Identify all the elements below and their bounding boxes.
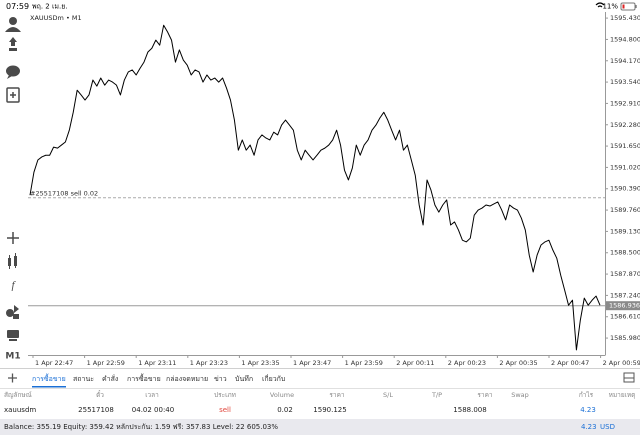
tab[interactable]: ข่าว	[214, 375, 227, 383]
x-tick-label: 1 Apr 23:47	[293, 359, 331, 367]
column-header: หมายเหตุ	[609, 391, 636, 399]
layout-icon[interactable]	[623, 372, 635, 383]
table-cell: 4.23	[580, 406, 596, 414]
indicators-icon[interactable]: f	[11, 280, 16, 292]
table-cell: 1588.008	[453, 406, 486, 414]
price-label-bg	[606, 301, 640, 311]
y-tick-label: 1593.540	[610, 78, 640, 86]
table-cell: xauusdm	[4, 406, 36, 414]
column-header: ราคา	[329, 391, 344, 399]
y-tick-label: 1595.430	[610, 14, 640, 22]
y-tick-label: 1594.800	[610, 35, 640, 43]
table-cell: 04.02 00:40	[132, 406, 174, 414]
tab[interactable]: คำสั่ง	[102, 374, 118, 383]
tab[interactable]: บันทึก	[235, 374, 253, 383]
timeframe-button[interactable]: M1	[5, 352, 20, 362]
column-header: Volume	[270, 391, 294, 399]
wifi-icon	[595, 2, 605, 8]
chart-type-icon[interactable]	[8, 253, 17, 269]
column-header: S/L	[383, 391, 393, 399]
y-tick-label: 1591.650	[610, 142, 640, 150]
x-tick-label: 2 Apr 00:23	[448, 359, 486, 367]
symbol-label: XAUUSDm • M1	[30, 14, 82, 22]
column-header: ราคา	[477, 391, 492, 399]
tab[interactable]: การซื้อขาย	[127, 372, 161, 383]
trade-icon[interactable]	[9, 37, 17, 51]
tab[interactable]: กล่องจดหมาย	[166, 375, 208, 383]
x-tick-label: 2 Apr 00:47	[551, 359, 589, 367]
x-tick-label: 1 Apr 23:23	[190, 359, 228, 367]
x-tick-label: 2 Apr 00:11	[396, 359, 434, 367]
y-tick-label: 1589.130	[610, 227, 640, 235]
table-cell: 1590.125	[313, 406, 346, 414]
chat-icon[interactable]	[6, 65, 20, 80]
y-tick-label: 1594.170	[610, 57, 640, 65]
separator	[0, 388, 640, 389]
y-tick-label: 1589.760	[610, 206, 640, 214]
templates-icon[interactable]	[7, 330, 19, 341]
column-header: T/P	[431, 391, 442, 399]
x-tick-label: 2 Apr 00:59	[603, 359, 640, 367]
x-tick-label: 1 Apr 23:59	[345, 359, 383, 367]
y-tick-label: 1592.280	[610, 121, 640, 129]
x-tick-label: 2 Apr 00:35	[499, 359, 537, 367]
y-tick-label: 1587.240	[610, 291, 640, 299]
battery-level: 11%	[602, 3, 618, 11]
left-toolbar: f	[5, 17, 21, 341]
accounts-icon[interactable]	[5, 17, 21, 32]
status-date: พฤ. 2 เม.ย.	[32, 3, 68, 11]
y-tick-label: 1586.610	[610, 313, 640, 321]
price-line-series	[29, 24, 601, 351]
new-chart-icon[interactable]	[6, 87, 20, 103]
x-tick-label: 1 Apr 22:47	[35, 359, 73, 367]
crosshair-icon[interactable]	[7, 232, 19, 244]
column-header: Swap	[511, 391, 529, 399]
tab[interactable]: เกี่ยวกับ	[262, 374, 285, 383]
x-tick-label: 1 Apr 23:35	[241, 359, 279, 367]
column-header: สัญลักษณ์	[4, 391, 32, 399]
y-tick-label: 1591.020	[610, 163, 640, 171]
y-tick-label: 1590.390	[610, 185, 640, 193]
table-cell: sell	[219, 406, 231, 414]
objects-icon[interactable]	[6, 305, 19, 319]
currency: USD	[600, 423, 615, 431]
price-label: 1586.936	[609, 302, 640, 310]
tab[interactable]: สถานะ	[73, 375, 94, 383]
add-icon[interactable]	[8, 373, 17, 383]
order-line-label: #25517108 sell 0.02	[30, 190, 98, 198]
table-cell: 25517108	[78, 406, 114, 414]
footer-bar	[0, 419, 640, 435]
table-cell: 0.02	[277, 406, 293, 414]
status-time: 07:59	[6, 2, 29, 11]
account-summary: Balance: 355.19 Equity: 359.42 หลักประกั…	[4, 423, 278, 431]
y-tick-label: 1585.980	[610, 334, 640, 342]
tab[interactable]: การซื้อขาย	[32, 372, 66, 383]
battery-icon	[620, 2, 637, 11]
column-header: ประเภท	[214, 391, 236, 399]
column-header: เวลา	[145, 391, 159, 399]
column-header: ตั๋ว	[96, 390, 104, 399]
tab-underline	[32, 386, 66, 388]
total-profit: 4.23	[581, 423, 597, 431]
separator	[0, 368, 640, 369]
y-tick-label: 1587.870	[610, 270, 640, 278]
y-tick-label: 1592.910	[610, 99, 640, 107]
y-tick-label: 1588.500	[610, 249, 640, 257]
column-header: กำไร	[579, 391, 594, 399]
x-tick-label: 1 Apr 23:11	[138, 359, 176, 367]
x-tick-label: 1 Apr 22:59	[87, 359, 125, 367]
